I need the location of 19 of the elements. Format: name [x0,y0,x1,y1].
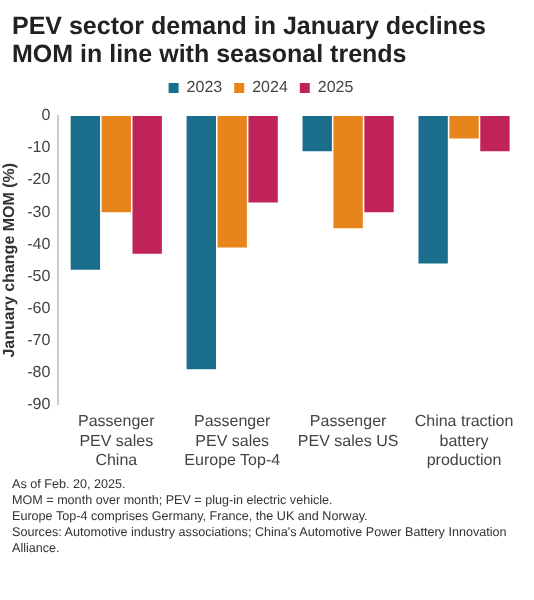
legend-label: 2023 [186,78,224,97]
y-tick-label: -40 [27,234,52,253]
chart-title: PEV sector demand in January declines MOM in line with seasonal trends [10,10,488,68]
y-tick-label: -80 [27,362,52,381]
x-tick-label: Passenger PEV sales China [78,412,156,469]
y-tick-label: -90 [27,394,52,413]
x-tick-label: Passenger PEV sales US [297,412,399,450]
y-axis-title: January change MOM (%) [0,162,19,358]
y-tick-label: -70 [27,330,52,349]
y-tick-label: -20 [27,170,52,189]
x-tick-label: Passenger PEV sales Europe Top-4 [184,412,282,469]
legend-label: 2024 [252,78,289,97]
y-tick-label: -60 [27,298,52,317]
legend-label: 2025 [317,78,355,97]
x-tick-label: China traction battery production [414,412,514,469]
y-tick-label: -30 [27,202,52,221]
y-tick-label: 0 [41,106,52,125]
y-tick-label: -50 [27,266,52,285]
y-tick-label: -10 [27,138,52,157]
